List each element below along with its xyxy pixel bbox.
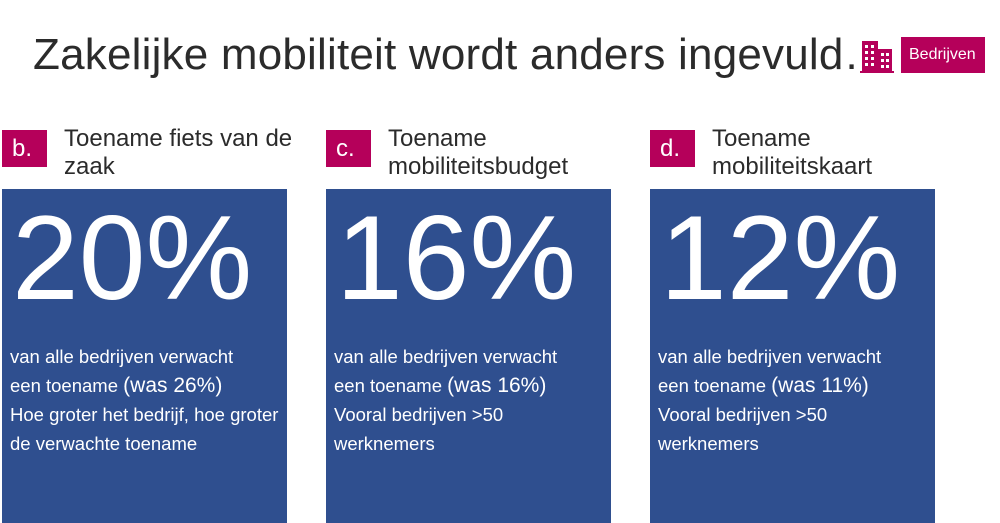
desc-previous: (was 11%) [771,374,869,397]
desc-prefix: een toename [334,375,448,396]
badge-group: Bedrijven [860,37,985,73]
stat-percent: 20% [12,191,253,325]
card-heading: Toename mobiliteitskaart [712,125,873,180]
desc-note: Hoe groter het bedrijf, hoe groter de ve… [10,404,279,454]
stat-panel: 20% van alle bedrijven verwacht een toen… [2,189,287,523]
desc-line: een toename (was 26%) [10,371,280,400]
stat-panel: 16% van alle bedrijven verwacht een toen… [326,189,611,523]
category-badge: Bedrijven [901,37,985,73]
stat-description: van alle bedrijven verwacht een toename … [658,342,928,458]
stat-panel: 12% van alle bedrijven verwacht een toen… [650,189,935,523]
stat-description: van alle bedrijven verwacht een toename … [10,342,280,458]
desc-line: van alle bedrijven verwacht [10,346,234,367]
card-letter: c. [326,130,371,167]
card-letter: b. [2,130,47,167]
building-icon [860,41,894,73]
page-title: Zakelijke mobiliteit wordt anders ingevu… [33,30,888,79]
card-fiets-van-de-zaak: b. Toename fiets van de zaak 20% van all… [2,120,292,523]
desc-prefix: een toename [10,375,124,396]
stat-percent: 12% [660,191,901,325]
desc-line: een toename (was 11%) [658,371,928,400]
desc-previous: (was 26%) [123,374,223,397]
desc-note: Vooral bedrijven >50 werknemers [334,404,504,454]
desc-note: Vooral bedrijven >50 werknemers [658,404,828,454]
card-heading: Toename fiets van de zaak [64,125,293,180]
stat-description: van alle bedrijven verwacht een toename … [334,342,604,458]
desc-prefix: een toename [658,375,772,396]
stat-percent: 16% [336,191,577,325]
card-mobiliteitskaart: d. Toename mobiliteitskaart 12% van alle… [650,120,935,523]
card-letter: d. [650,130,695,167]
desc-line: van alle bedrijven verwacht [658,346,882,367]
desc-line: een toename (was 16%) [334,371,604,400]
desc-previous: (was 16%) [447,374,547,397]
card-mobiliteitsbudget: c. Toename mobiliteitsbudget 16% van all… [326,120,611,523]
card-heading: Toename mobiliteitsbudget [388,125,569,180]
desc-line: van alle bedrijven verwacht [334,346,558,367]
